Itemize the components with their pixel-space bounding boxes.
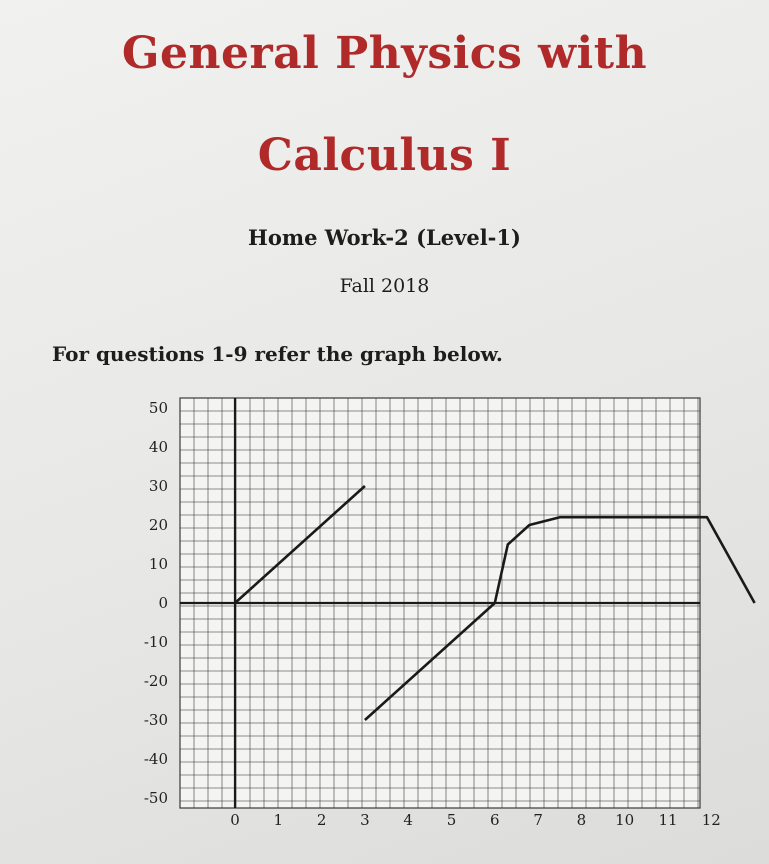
series-line-1: [234, 485, 366, 604]
x-tick-label: 12: [702, 811, 721, 829]
y-tick-labels: 50 40 30 20 10 0 -10 -20 -30 -40 -50: [144, 399, 168, 807]
y-tick-label: 30: [149, 477, 168, 495]
x-tick-labels: 0 1 2 3 4 5 6 7 8 10 11 12: [230, 811, 721, 829]
title-line-1: General Physics with: [121, 28, 648, 79]
x-tick-label: 8: [577, 811, 587, 829]
x-tick-label: 1: [274, 811, 284, 829]
y-tick-label: -10: [144, 633, 168, 651]
x-tick-label: 2: [317, 811, 327, 829]
x-tick-label: 10: [615, 811, 634, 829]
series-line-2: [364, 515, 756, 721]
y-tick-label: 40: [149, 438, 168, 456]
x-tick-label: 4: [403, 811, 413, 829]
x-tick-label: 3: [360, 811, 370, 829]
y-tick-label: -30: [144, 711, 168, 729]
x-tick-label: 0: [230, 811, 240, 829]
title-line-2: Calculus I: [257, 130, 512, 181]
x-tick-label: 11: [658, 811, 677, 829]
y-tick-label: 50: [149, 399, 168, 417]
y-tick-label: -40: [144, 750, 168, 768]
assignment-heading: Home Work-2 (Level-1): [248, 225, 521, 250]
x-tick-label: 6: [490, 811, 500, 829]
y-tick-label: -50: [144, 789, 168, 807]
y-tick-label: 10: [149, 555, 168, 573]
y-tick-label: 0: [158, 594, 168, 612]
y-tick-label: -20: [144, 672, 168, 690]
instruction-text: For questions 1-9 refer the graph below.: [52, 342, 503, 366]
x-tick-label: 5: [447, 811, 457, 829]
term-label: Fall 2018: [339, 275, 430, 297]
y-tick-label: 20: [149, 516, 168, 534]
x-tick-label: 7: [533, 811, 543, 829]
data-lines: [234, 485, 756, 721]
